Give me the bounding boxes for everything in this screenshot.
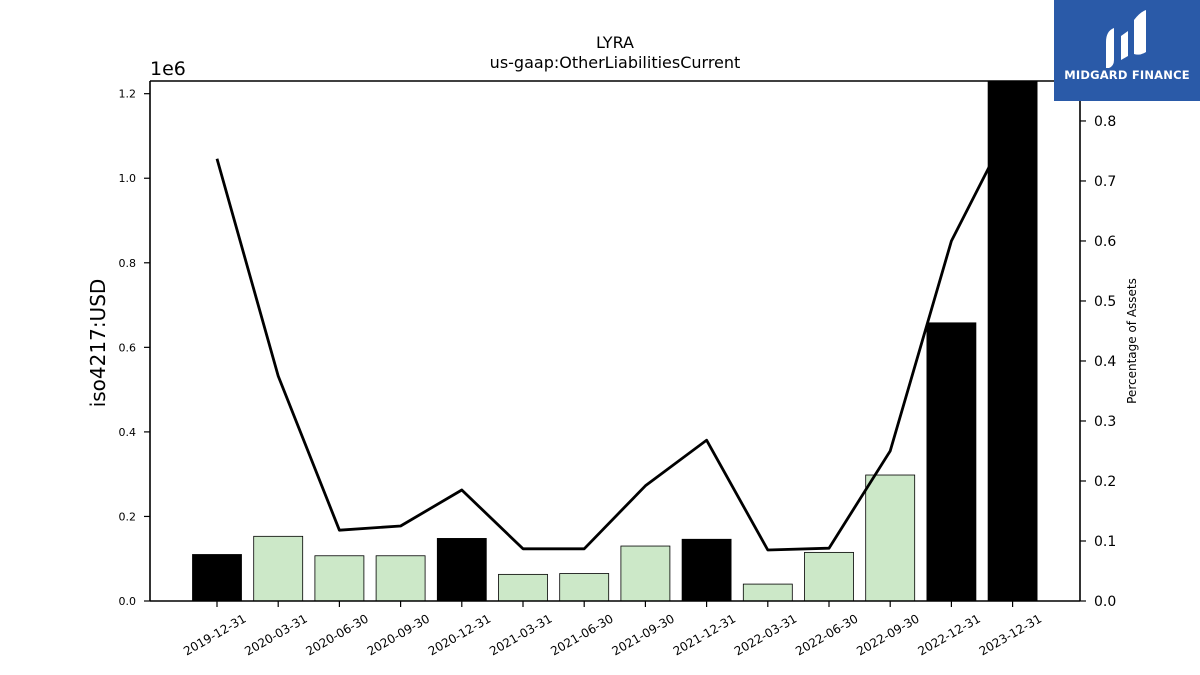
bar (314, 555, 365, 602)
x-tick-label: 2022-03-31 (732, 611, 799, 658)
bar (375, 555, 426, 602)
x-tick-label: 2022-06-30 (793, 611, 860, 658)
bar (681, 538, 732, 602)
bar (620, 545, 671, 602)
chart-title: LYRA (596, 33, 634, 52)
y-tick-label: 1.0 (119, 172, 137, 185)
y-tick-label: 0.0 (119, 595, 137, 608)
x-tick-label: 2023-12-31 (977, 611, 1044, 658)
y-right-tick-label: 0.3 (1094, 414, 1116, 430)
y-right-tick-label: 0.2 (1094, 474, 1116, 490)
percent-line (215, 120, 1014, 552)
x-tick-label: 2021-06-30 (548, 611, 615, 658)
percent-series-line (215, 120, 1014, 552)
x-tick-label: 2020-09-30 (365, 611, 432, 658)
y-right-tick-label: 0.1 (1094, 534, 1116, 550)
y-tick-label: 0.4 (119, 426, 137, 439)
x-tick-label: 2020-03-31 (242, 611, 309, 658)
y-right-tick-label: 0.4 (1094, 354, 1116, 370)
y-tick-label: 0.8 (119, 257, 137, 270)
logo-text: MIDGARD FINANCE (1064, 68, 1190, 82)
x-tick-label: 2022-09-30 (854, 611, 921, 658)
bar (436, 538, 487, 602)
x-tick-label: 2019-12-31 (181, 611, 248, 658)
bar (926, 322, 977, 602)
y-tick-label: 1.2 (119, 88, 137, 101)
y-tick-label: 0.6 (119, 341, 137, 354)
bar (498, 573, 548, 602)
bar (742, 583, 793, 602)
bar (987, 80, 1038, 602)
bars (192, 80, 1038, 602)
x-tick-label: 2020-12-31 (426, 611, 493, 658)
bar (253, 535, 304, 602)
y-right-tick-label: 0.8 (1094, 114, 1116, 130)
x-tick-label: 2021-03-31 (487, 611, 554, 658)
y-tick-label: 0.2 (119, 510, 137, 523)
x-tick-label: 2021-12-31 (671, 611, 738, 658)
logo: MIDGARD FINANCE (1054, 0, 1200, 101)
chart-subtitle: us-gaap:OtherLiabilitiesCurrent (490, 53, 741, 72)
y-axis-label: iso4217:USD (86, 279, 110, 408)
x-tick-label: 2021-09-30 (609, 611, 676, 658)
y-right-tick-label: 0.5 (1094, 294, 1116, 310)
y-right-tick-label: 0.6 (1094, 234, 1116, 250)
x-tick-label: 2020-06-30 (303, 611, 370, 658)
y-right-tick-label: 0.0 (1094, 594, 1116, 610)
bar (192, 554, 242, 602)
x-tick-label: 2022-12-31 (915, 611, 982, 658)
logo-mark-icon (1106, 10, 1146, 68)
y-axis-right-label: Percentage of Assets (1125, 278, 1139, 404)
y-multiplier: 1e6 (150, 58, 186, 80)
bar (559, 573, 610, 602)
bar (865, 474, 916, 602)
y-right-tick-label: 0.7 (1094, 174, 1116, 190)
bar (804, 551, 854, 602)
